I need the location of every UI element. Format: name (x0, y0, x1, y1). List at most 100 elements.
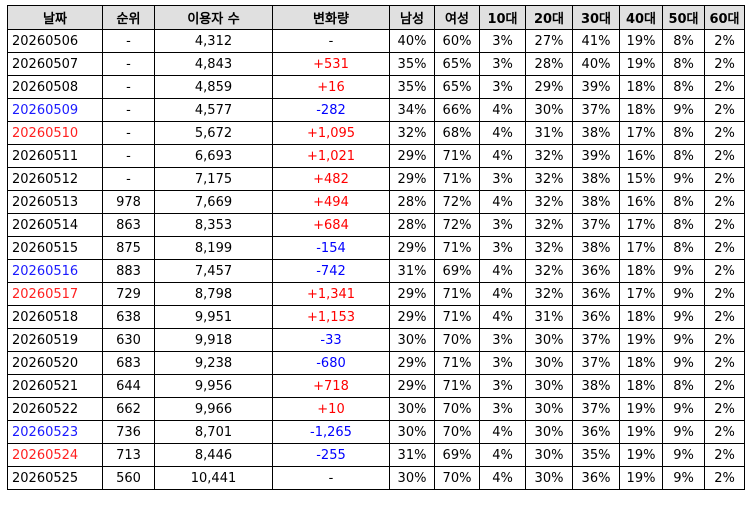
cell-change: -1,265 (272, 420, 390, 444)
cell-age-50s: 9% (662, 98, 705, 122)
cell-female: 71% (434, 374, 480, 398)
cell-age-60s: 2% (704, 466, 745, 490)
cell-age-20s: 30% (525, 328, 573, 352)
cell-age-20s: 32% (525, 236, 573, 260)
cell-rank: - (102, 29, 155, 53)
cell-male: 29% (389, 144, 435, 168)
table-row: 20260510-5,672 +1,095 32% 68% 4% 31% 38% 17% 8% 2… (7, 121, 745, 145)
cell-rank: 875 (102, 236, 155, 260)
cell-age-20s: 32% (525, 144, 573, 168)
cell-male: 30% (389, 466, 435, 490)
column-header-rank: 순위 (102, 5, 155, 30)
cell-age-30s: 37% (572, 213, 620, 237)
cell-date: 20260513 (7, 190, 103, 214)
cell-users: 10,441 (154, 466, 273, 490)
cell-date: 20260520 (7, 351, 103, 375)
cell-female: 71% (434, 144, 480, 168)
cell-age-10s: 4% (479, 144, 526, 168)
cell-age-60s: 2% (704, 29, 745, 53)
cell-rank: 713 (102, 443, 155, 467)
cell-age-30s: 37% (572, 397, 620, 421)
cell-age-50s: 8% (662, 236, 705, 260)
cell-rank: 630 (102, 328, 155, 352)
data-table-container: 날짜 순위 이용자 수 변화량 남성 여성 10대 20대 30대 40대 50… (7, 5, 745, 490)
column-header-age-40s: 40대 (619, 5, 663, 30)
cell-date: 20260514 (7, 213, 103, 237)
cell-age-20s: 30% (525, 443, 573, 467)
cell-age-50s: 9% (662, 167, 705, 191)
cell-users: 9,966 (154, 397, 273, 421)
cell-change: -33 (272, 328, 390, 352)
cell-female: 66% (434, 98, 480, 122)
cell-male: 29% (389, 282, 435, 306)
cell-female: 65% (434, 75, 480, 99)
cell-age-20s: 27% (525, 29, 573, 53)
cell-age-20s: 30% (525, 351, 573, 375)
table-row: 20260524 713 8,446 -255 31% 69% 4% 30% 35% 19% 9% 2… (7, 443, 745, 467)
cell-age-10s: 4% (479, 466, 526, 490)
cell-age-60s: 2% (704, 397, 745, 421)
cell-users: 4,859 (154, 75, 273, 99)
cell-date: 20260506 (7, 29, 103, 53)
cell-users: 7,669 (154, 190, 273, 214)
cell-age-10s: 3% (479, 374, 526, 398)
table-row: 20260515 875 8,199 -154 29% 71% 3% 32% 38% 17% 8% 2… (7, 236, 745, 260)
cell-age-50s: 9% (662, 466, 705, 490)
cell-date: 20260510 (7, 121, 103, 145)
cell-users: 8,199 (154, 236, 273, 260)
cell-users: 4,843 (154, 52, 273, 76)
cell-change: -742 (272, 259, 390, 283)
cell-age-50s: 8% (662, 75, 705, 99)
cell-change: +531 (272, 52, 390, 76)
cell-age-40s: 18% (619, 98, 663, 122)
cell-age-20s: 32% (525, 167, 573, 191)
table-row: 20260506-4,312-40% 60% 3% 27% 41% 19% 8% 2% (7, 29, 745, 53)
cell-age-50s: 9% (662, 443, 705, 467)
cell-age-60s: 2% (704, 144, 745, 168)
cell-age-50s: 9% (662, 282, 705, 306)
cell-change: +10 (272, 397, 390, 421)
cell-age-40s: 17% (619, 282, 663, 306)
table-row: 20260509-4,577 -282 34% 66% 4% 30% 37% 18% 9% 2% (7, 98, 745, 122)
cell-users: 9,918 (154, 328, 273, 352)
cell-female: 65% (434, 52, 480, 76)
cell-age-10s: 4% (479, 305, 526, 329)
table-row: 20260520 683 9,238 -680 29% 71% 3% 30% 37% 18% 9% 2… (7, 351, 745, 375)
cell-female: 68% (434, 121, 480, 145)
cell-age-10s: 4% (479, 190, 526, 214)
cell-male: 29% (389, 167, 435, 191)
cell-date: 20260524 (7, 443, 103, 467)
cell-users: 8,798 (154, 282, 273, 306)
column-header-male: 남성 (389, 5, 435, 30)
cell-age-40s: 17% (619, 236, 663, 260)
cell-users: 6,693 (154, 144, 273, 168)
cell-rank: 683 (102, 351, 155, 375)
cell-female: 72% (434, 190, 480, 214)
cell-age-20s: 30% (525, 466, 573, 490)
cell-date: 20260511 (7, 144, 103, 168)
table-header: 날짜 순위 이용자 수 변화량 남성 여성 10대 20대 30대 40대 50… (7, 5, 745, 30)
cell-age-40s: 18% (619, 75, 663, 99)
cell-change: +684 (272, 213, 390, 237)
cell-rank: 729 (102, 282, 155, 306)
cell-age-40s: 18% (619, 259, 663, 283)
cell-age-10s: 3% (479, 236, 526, 260)
cell-rank: 863 (102, 213, 155, 237)
cell-users: 5,672 (154, 121, 273, 145)
cell-male: 29% (389, 236, 435, 260)
cell-age-40s: 19% (619, 52, 663, 76)
cell-date: 20260508 (7, 75, 103, 99)
table-row: 20260517 729 8,798 +1,341 29% 71% 4% 32% 36% 17% 9… (7, 282, 745, 306)
cell-users: 8,701 (154, 420, 273, 444)
cell-users: 8,446 (154, 443, 273, 467)
cell-age-40s: 18% (619, 305, 663, 329)
cell-age-30s: 41% (572, 29, 620, 53)
cell-age-10s: 4% (479, 420, 526, 444)
cell-age-50s: 9% (662, 397, 705, 421)
table-row: 20260511-6,693 +1,021 29% 71% 4% 32% 39% 16% 8% 2… (7, 144, 745, 168)
cell-change: - (272, 466, 390, 490)
cell-age-10s: 4% (479, 98, 526, 122)
cell-age-50s: 8% (662, 121, 705, 145)
cell-age-60s: 2% (704, 351, 745, 375)
cell-female: 72% (434, 213, 480, 237)
